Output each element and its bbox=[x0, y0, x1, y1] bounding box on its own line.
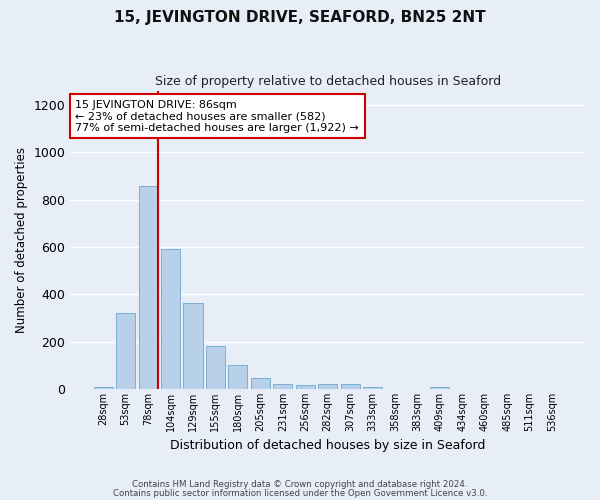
Bar bbox=[139, 186, 158, 389]
X-axis label: Distribution of detached houses by size in Seaford: Distribution of detached houses by size … bbox=[170, 440, 485, 452]
Text: 15, JEVINGTON DRIVE, SEAFORD, BN25 2NT: 15, JEVINGTON DRIVE, SEAFORD, BN25 2NT bbox=[114, 10, 486, 25]
Bar bbox=[430, 386, 449, 389]
Bar bbox=[296, 386, 315, 389]
Bar bbox=[363, 387, 382, 389]
Bar bbox=[229, 364, 247, 389]
Bar bbox=[184, 302, 203, 389]
Bar bbox=[341, 384, 359, 389]
Bar bbox=[94, 386, 113, 389]
Bar bbox=[116, 313, 135, 389]
Text: Contains HM Land Registry data © Crown copyright and database right 2024.: Contains HM Land Registry data © Crown c… bbox=[132, 480, 468, 489]
Bar bbox=[273, 384, 292, 389]
Bar bbox=[206, 346, 225, 389]
Text: Contains public sector information licensed under the Open Government Licence v3: Contains public sector information licen… bbox=[113, 489, 487, 498]
Text: 15 JEVINGTON DRIVE: 86sqm
← 23% of detached houses are smaller (582)
77% of semi: 15 JEVINGTON DRIVE: 86sqm ← 23% of detac… bbox=[76, 100, 359, 132]
Bar bbox=[318, 384, 337, 389]
Y-axis label: Number of detached properties: Number of detached properties bbox=[15, 147, 28, 333]
Bar bbox=[251, 378, 270, 389]
Bar bbox=[161, 250, 180, 389]
Title: Size of property relative to detached houses in Seaford: Size of property relative to detached ho… bbox=[155, 75, 501, 88]
